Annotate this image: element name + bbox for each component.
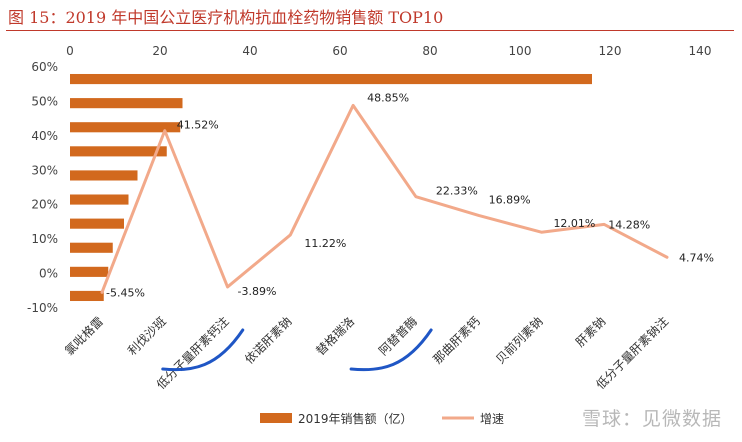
watermark: 雪球：见微数据 — [581, 408, 722, 430]
y-left-tick-label: 50% — [31, 94, 58, 108]
growth-data-label: -5.45% — [106, 286, 145, 299]
figure-title: 图 15：2019 年中国公立医疗机构抗血栓药物销售额 TOP10 — [8, 8, 444, 27]
growth-data-label: 22.33% — [436, 185, 478, 198]
y-left-tick-label: 20% — [31, 198, 58, 212]
category-label: 肝素钠 — [572, 314, 608, 350]
category-label: 那曲肝素钙 — [430, 314, 482, 366]
x-top-tick-label: 40 — [242, 44, 257, 58]
growth-line — [100, 103, 669, 294]
bar-6 — [70, 170, 138, 181]
bar-9 — [70, 98, 183, 109]
y-left-tick-label: 10% — [31, 232, 58, 246]
growth-data-label: 11.22% — [304, 237, 346, 250]
y-left-tick-label: -10% — [27, 301, 58, 315]
bar-2 — [70, 266, 109, 277]
title-divider — [6, 30, 734, 31]
bar-7 — [70, 146, 167, 157]
category-label: 贝前列素钠 — [493, 314, 546, 367]
growth-data-label: 12.01% — [553, 217, 595, 230]
highlight-underline — [349, 328, 433, 372]
x-top-tick-label: 20 — [152, 44, 167, 58]
x-top-tick-label: 0 — [66, 44, 74, 58]
x-top-tick-label: 100 — [509, 44, 532, 58]
x-top-tick-label: 120 — [599, 44, 622, 58]
x-top-tick-label: 80 — [422, 44, 437, 58]
highlight-underline — [161, 328, 245, 372]
bar-4 — [70, 218, 124, 229]
category-label: 替格瑞洛 — [313, 314, 358, 359]
category-label: 氯吡格雷 — [62, 314, 107, 359]
y-left-tick-label: 40% — [31, 129, 58, 143]
bar-10 — [70, 73, 592, 85]
bar-8 — [70, 122, 181, 133]
legend-label-line: 增速 — [480, 412, 504, 426]
x-top-tick-label: 60 — [332, 44, 347, 58]
growth-data-label: 41.52% — [177, 119, 219, 132]
bar-1 — [70, 290, 104, 302]
legend-label-bar: 2019年销售额（亿） — [298, 411, 413, 426]
growth-data-label: 48.85% — [367, 91, 409, 104]
category-label: 依诺肝素钠 — [241, 314, 294, 367]
y-left-tick-label: 30% — [31, 163, 58, 177]
y-left-tick-label: 60% — [31, 60, 58, 74]
category-label: 利伐沙班 — [125, 314, 169, 358]
growth-data-label: -3.89% — [238, 285, 277, 298]
bar-5 — [70, 194, 129, 205]
x-top-tick-label: 140 — [689, 44, 712, 58]
bar-3 — [70, 242, 113, 253]
legend-swatch-bar — [260, 413, 292, 423]
growth-data-label: 16.89% — [489, 193, 531, 206]
growth-data-label: 14.28% — [608, 218, 650, 231]
y-left-tick-label: 0% — [39, 267, 58, 281]
growth-data-label: 4.74% — [679, 251, 714, 264]
